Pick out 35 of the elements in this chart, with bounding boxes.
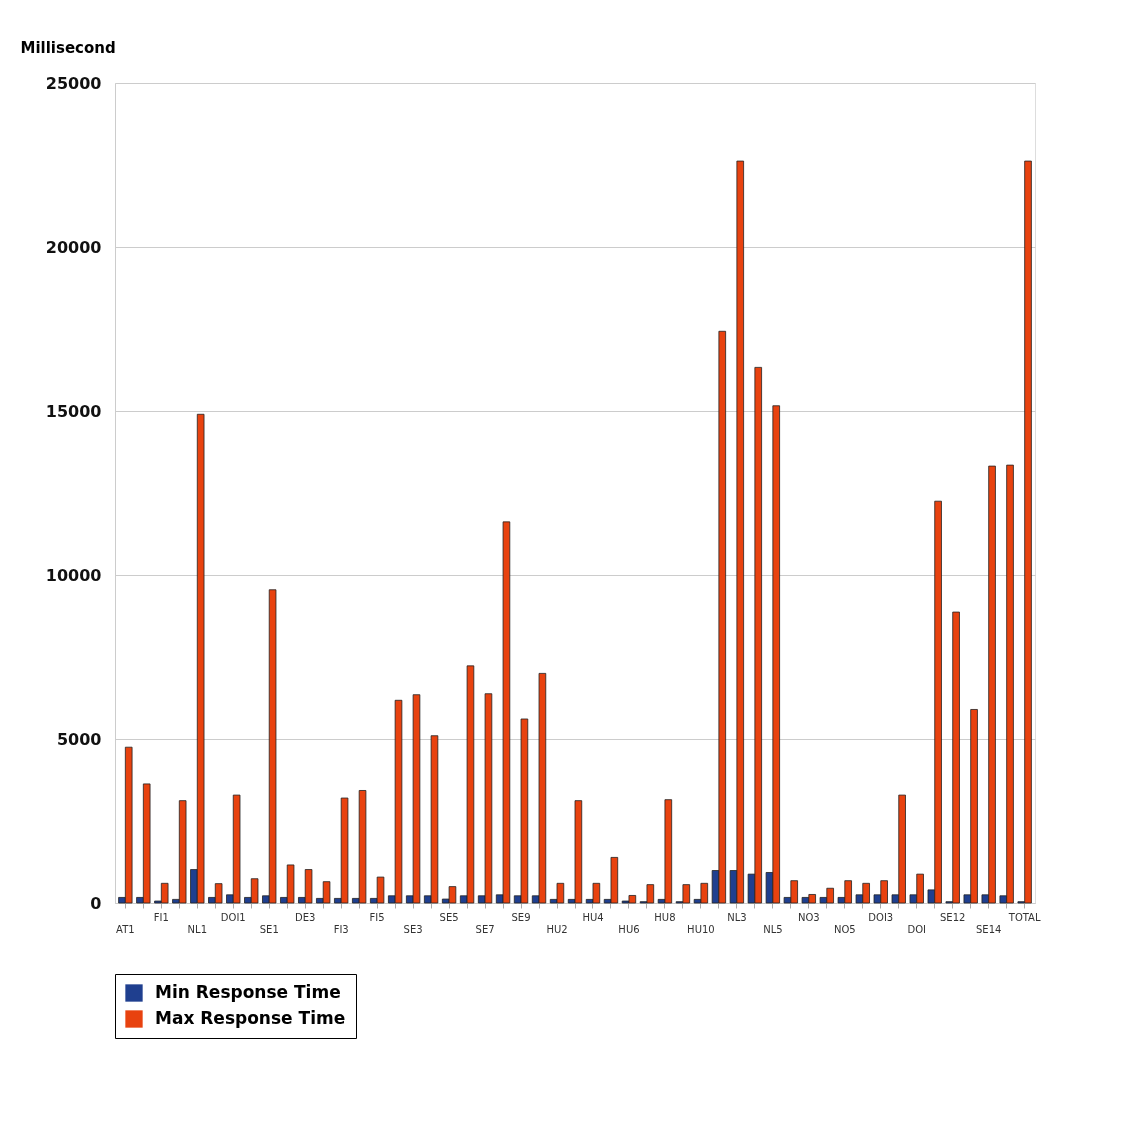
x-tick-label: NO5 bbox=[833, 923, 856, 935]
x-tick-label: HU2 bbox=[546, 923, 568, 935]
x-tick-label: DE3 bbox=[295, 911, 316, 923]
x-tick-label: DOI1 bbox=[220, 911, 246, 923]
x-tick-label: HU10 bbox=[687, 923, 715, 935]
legend-label: Max Response Time bbox=[155, 1008, 346, 1028]
x-tick-label: TOTAL bbox=[1007, 911, 1041, 923]
x-tick-label: SE9 bbox=[511, 911, 531, 923]
y-tick-label: 5000 bbox=[56, 729, 102, 749]
y-axis-title: Millisecond bbox=[20, 38, 116, 57]
y-tick-label: 25000 bbox=[45, 73, 102, 93]
x-tick-label: DOI3 bbox=[868, 911, 894, 923]
x-tick-label: FI1 bbox=[153, 911, 169, 923]
x-tick-label: NO3 bbox=[797, 911, 820, 923]
x-tick-label: SE14 bbox=[975, 923, 1002, 935]
y-tick-label: 20000 bbox=[45, 237, 102, 257]
y-tick-label: 15000 bbox=[45, 401, 102, 421]
y-tick-label: 10000 bbox=[45, 565, 102, 585]
legend-label: Min Response Time bbox=[155, 982, 341, 1002]
x-tick-label: NL1 bbox=[187, 923, 207, 935]
x-tick-label: SE5 bbox=[439, 911, 459, 923]
x-tick-label: SE1 bbox=[259, 923, 279, 935]
x-tick-label: SE7 bbox=[475, 923, 495, 935]
x-tick-label: SE12 bbox=[940, 911, 966, 923]
x-tick-label: FI3 bbox=[333, 923, 349, 935]
x-tick-label: NL5 bbox=[763, 923, 783, 935]
x-tick-label: SE3 bbox=[403, 923, 423, 935]
x-tick-label: NL3 bbox=[727, 911, 747, 923]
x-tick-label: FI5 bbox=[369, 911, 385, 923]
x-tick-label: HU4 bbox=[582, 911, 604, 923]
x-tick-label: HU6 bbox=[618, 923, 640, 935]
x-tick-label: AT1 bbox=[116, 923, 135, 935]
x-tick-label: DOI bbox=[907, 923, 927, 935]
x-tick-label: HU8 bbox=[654, 911, 676, 923]
y-tick-label: 0 bbox=[90, 893, 102, 913]
